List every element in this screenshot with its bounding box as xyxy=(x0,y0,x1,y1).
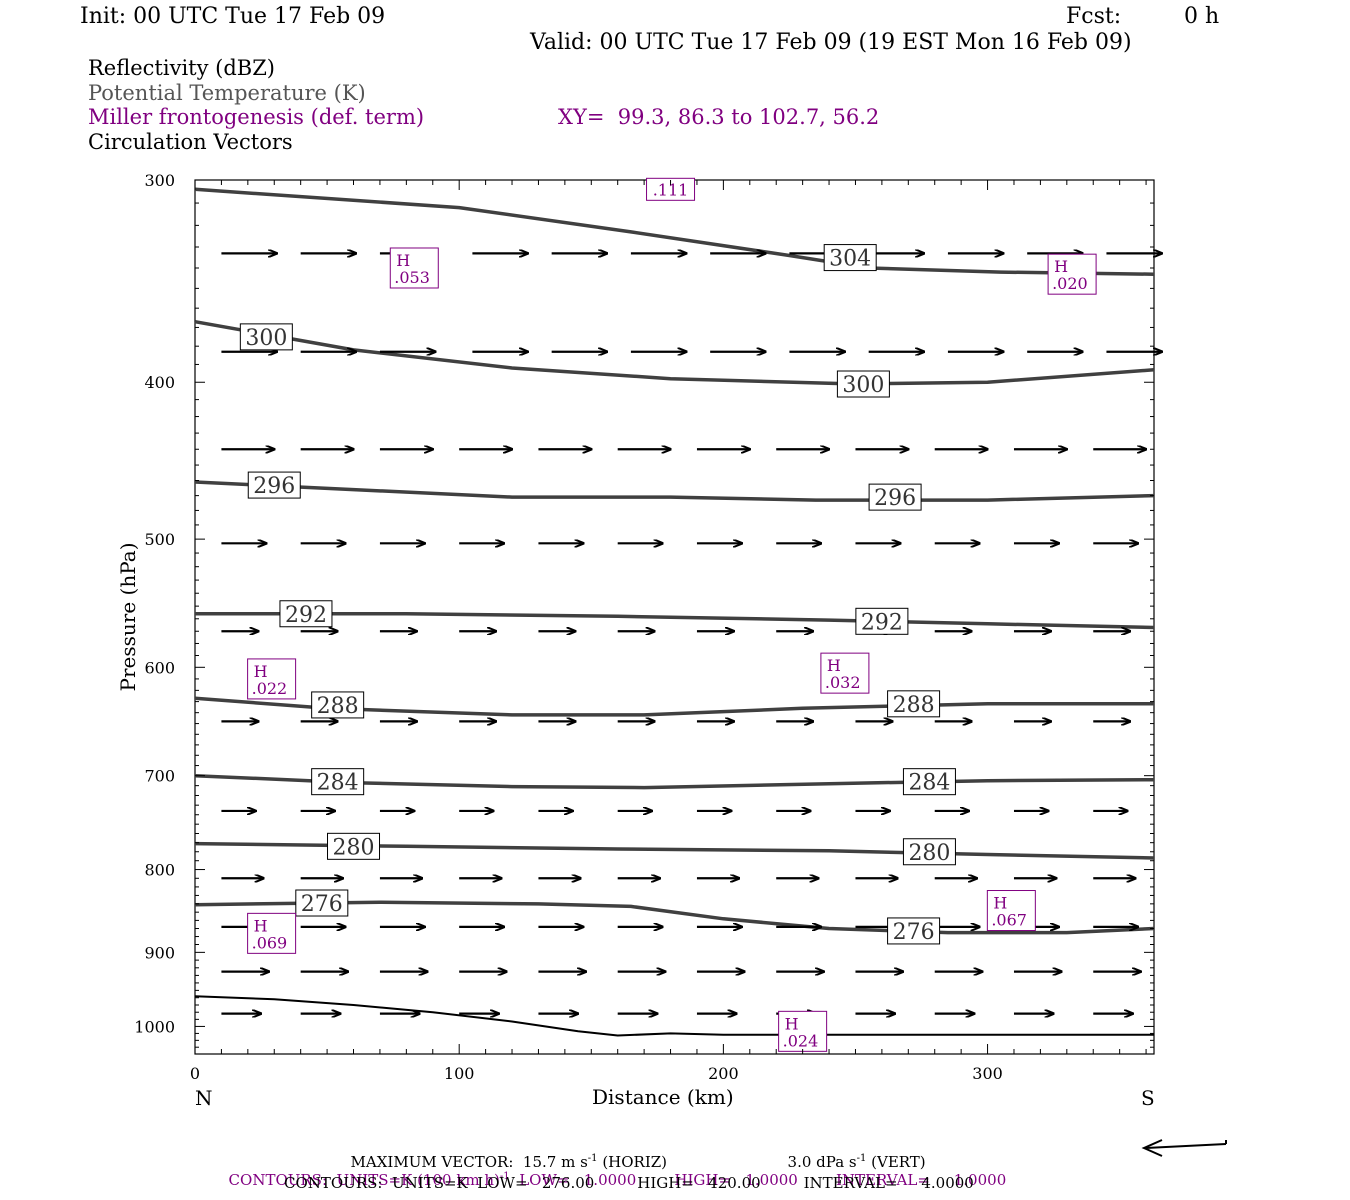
y-axis-title: Pressure (hPa) xyxy=(116,542,140,692)
frontogenesis-max-box xyxy=(986,890,1036,932)
theta-label-box xyxy=(279,600,333,628)
theta-label: 288 xyxy=(317,694,359,719)
theta-label-box xyxy=(311,768,365,796)
theta-label-box xyxy=(327,832,381,860)
theta-label: 276 xyxy=(301,892,343,917)
frontogenesis-max-box xyxy=(389,247,439,289)
y-tick-label: 300 xyxy=(144,171,175,190)
frontogenesis-max-box xyxy=(247,658,297,700)
y-tick-label: 700 xyxy=(144,767,175,786)
contours-theta-info: CONTOURS: UNITS=K LOW= 276.00 HIGH= 420.… xyxy=(284,1174,974,1192)
frontogenesis-max-box xyxy=(820,652,870,694)
frontogenesis-max-label: H xyxy=(993,894,1007,913)
theta-label: 304 xyxy=(829,247,871,272)
x-tick-label: 100 xyxy=(444,1064,475,1083)
frontogenesis-max-label: H xyxy=(827,656,841,675)
frontogenesis-max-value: .069 xyxy=(252,933,288,952)
frontogenesis-max-value: .024 xyxy=(783,1031,819,1050)
y-tick-label: 800 xyxy=(144,861,175,880)
x-axis-title: Distance (km) xyxy=(592,1085,734,1109)
endpoint-north: N xyxy=(195,1086,213,1110)
theta-label: 276 xyxy=(893,920,935,945)
x-tick-label: 300 xyxy=(972,1064,1003,1083)
cross-section-endpoints: XY= 99.3, 86.3 to 102.7, 56.2 xyxy=(558,105,880,129)
theta-label-box xyxy=(239,323,293,351)
theta-label: 296 xyxy=(253,474,295,499)
legend-potential-temperature: Potential Temperature (K) xyxy=(88,81,366,105)
theta-label-box xyxy=(295,889,349,917)
theta-label-box xyxy=(247,471,301,499)
frontogenesis-max-value: .032 xyxy=(825,673,861,692)
frontogenesis-max-value: .022 xyxy=(252,679,288,698)
frontogenesis-max-label: H xyxy=(254,916,268,935)
theta-contour-304 xyxy=(194,187,1155,276)
frontogenesis-max-box xyxy=(1047,253,1097,295)
endpoint-south: S xyxy=(1141,1086,1155,1110)
frontogenesis-max-label: H xyxy=(1054,257,1068,276)
legend-frontogenesis: Miller frontogenesis (def. term) xyxy=(88,105,425,129)
x-tick-label: 0 xyxy=(190,1064,200,1083)
theta-label-box xyxy=(823,244,877,272)
y-tick-label: 600 xyxy=(144,658,175,677)
valid-time: Valid: 00 UTC Tue 17 Feb 09 (19 EST Mon … xyxy=(530,30,1132,55)
theta-label-box xyxy=(855,607,909,635)
theta-label: 300 xyxy=(842,373,884,398)
theta-label-box xyxy=(836,370,890,398)
theta-label-box xyxy=(887,690,941,718)
theta-contour-276 xyxy=(194,900,1155,935)
terrain-line xyxy=(194,995,1154,1037)
legend-reflectivity: Reflectivity (dBZ) xyxy=(88,56,276,80)
theta-label-box xyxy=(887,917,941,945)
frontogenesis-max-value: .020 xyxy=(1052,274,1088,293)
frontogenesis-max-label: H xyxy=(396,251,410,270)
legend-circulation-vectors: Circulation Vectors xyxy=(88,130,293,154)
y-tick-label: 500 xyxy=(144,530,175,549)
frontogenesis-max-value: .111 xyxy=(653,180,689,199)
x-tick-label: 200 xyxy=(708,1064,739,1083)
theta-label: 292 xyxy=(285,603,327,628)
theta-label-box xyxy=(868,483,922,511)
theta-label: 284 xyxy=(908,771,950,796)
theta-contour-296 xyxy=(194,480,1155,502)
y-tick-label: 900 xyxy=(144,943,175,962)
frontogenesis-max-label: H xyxy=(785,1014,799,1033)
frontogenesis-max-box xyxy=(247,912,297,954)
theta-contour-300 xyxy=(194,319,1155,386)
theta-label-box xyxy=(311,691,365,719)
theta-label: 300 xyxy=(245,326,287,351)
frontogenesis-max-value: .053 xyxy=(394,268,430,287)
reference-vector-icon xyxy=(1141,1139,1227,1157)
forecast-label: Fcst: xyxy=(1066,4,1122,29)
forecast-hours: 0 h xyxy=(1184,4,1220,29)
theta-label: 284 xyxy=(317,771,359,796)
theta-label-box xyxy=(902,768,956,796)
max-vector-info: MAXIMUM VECTOR: 15.7 m s-1 (HORIZ) xyxy=(350,1153,668,1171)
theta-label: 280 xyxy=(333,835,375,860)
theta-label: 296 xyxy=(874,486,916,511)
frontogenesis-max-label: H xyxy=(254,662,268,681)
theta-label-box xyxy=(902,838,956,866)
contours-frontogenesis-info: CONTOURS: UNITS=K (100 km h)-1 LOW= 1.00… xyxy=(228,1171,1007,1189)
frontogenesis-max-box xyxy=(778,1010,828,1052)
y-tick-label: 1000 xyxy=(134,1017,175,1036)
max-vector-vertical: 3.0 dPa s-1 (VERT) xyxy=(787,1153,926,1171)
theta-label: 280 xyxy=(908,841,950,866)
theta-label: 288 xyxy=(893,693,935,718)
frontogenesis-max-box xyxy=(646,177,696,201)
theta-label: 292 xyxy=(861,610,903,635)
theta-contour-292 xyxy=(195,612,1155,630)
y-tick-label: 400 xyxy=(144,373,175,392)
init-time: Init: 00 UTC Tue 17 Feb 09 xyxy=(80,4,386,29)
frontogenesis-max-value: .067 xyxy=(991,911,1027,930)
